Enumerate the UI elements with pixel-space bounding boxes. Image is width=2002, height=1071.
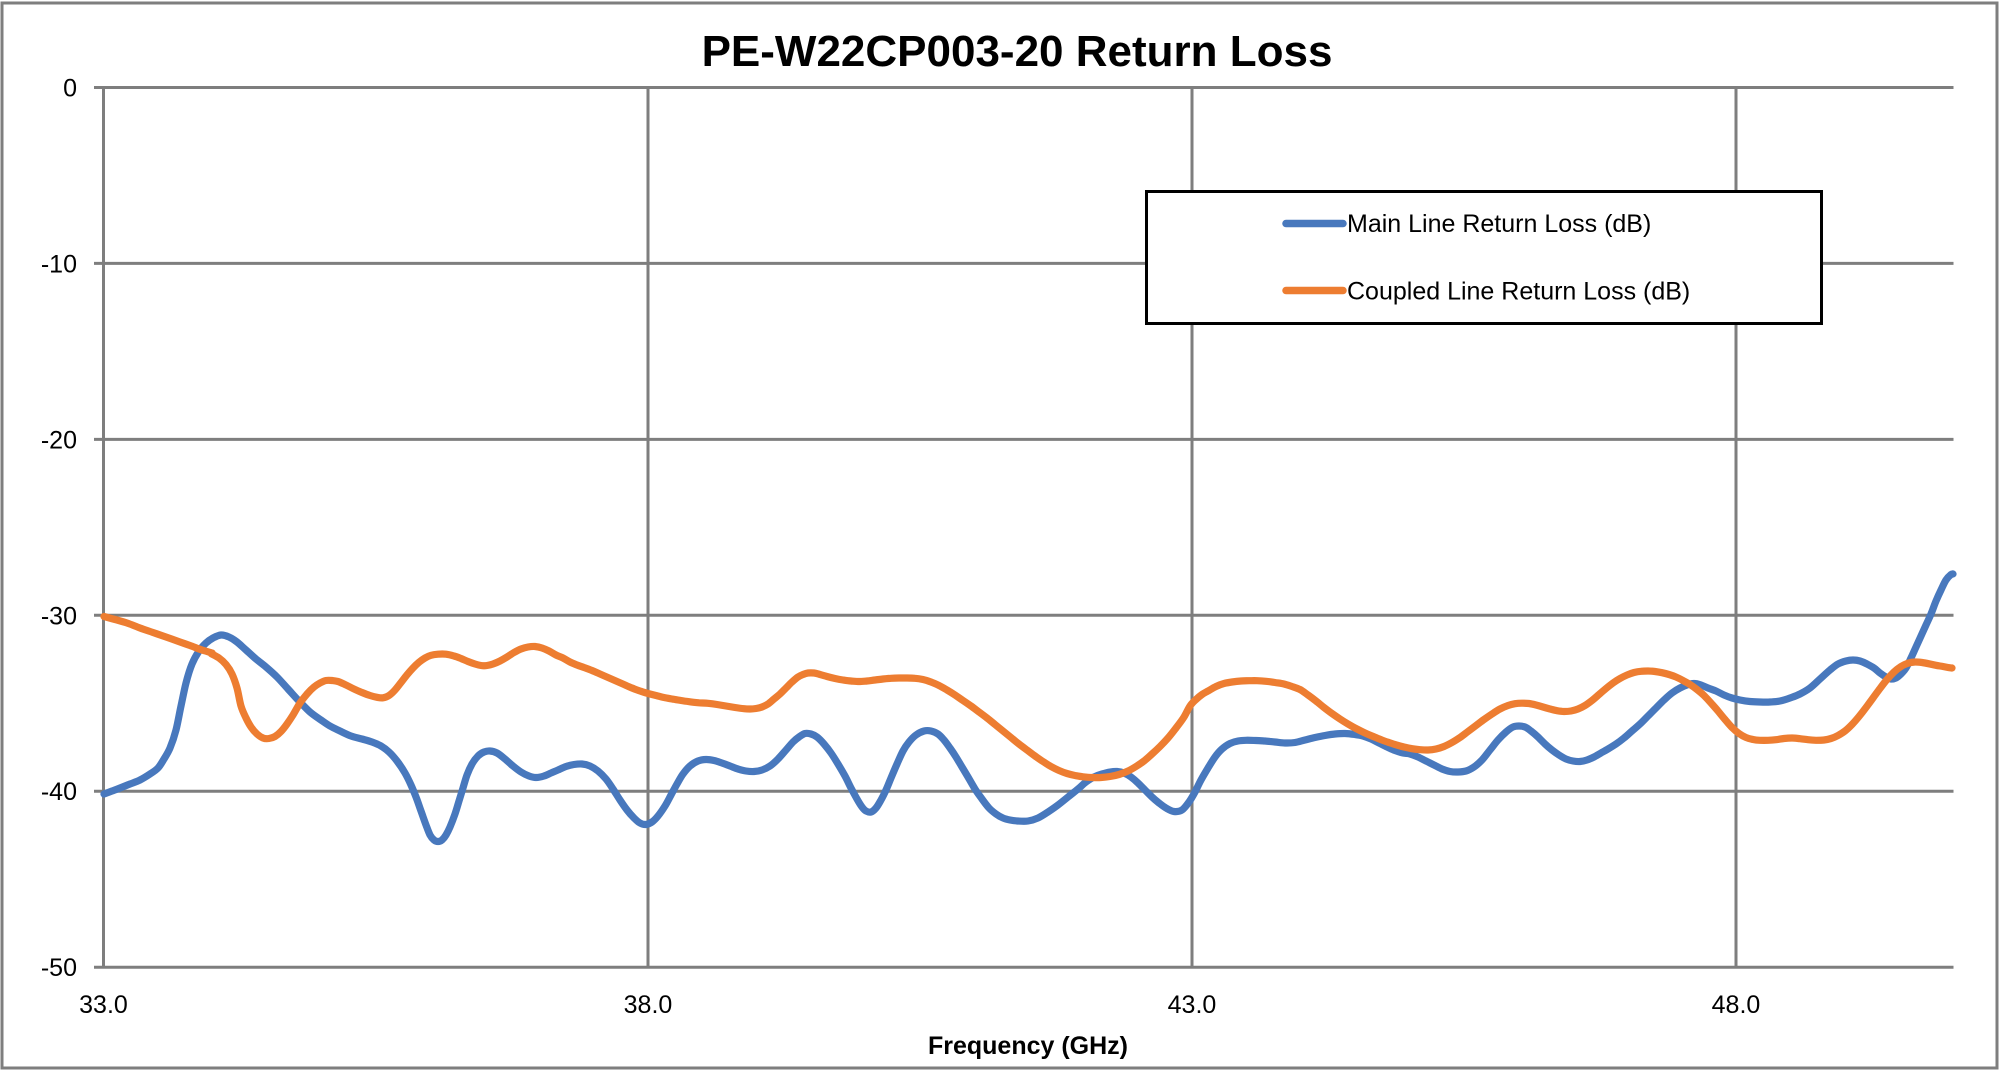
svg-text:48.0: 48.0 (1712, 991, 1761, 1019)
svg-text:0: 0 (63, 75, 77, 103)
svg-text:-10: -10 (41, 250, 77, 278)
svg-text:43.0: 43.0 (1168, 991, 1217, 1019)
svg-text:Main Line Return Loss (dB): Main Line Return Loss (dB) (1347, 210, 1651, 238)
svg-text:-50: -50 (41, 954, 77, 982)
svg-text:33.0: 33.0 (79, 991, 128, 1019)
svg-text:Coupled Line Return Loss (dB): Coupled Line Return Loss (dB) (1347, 278, 1690, 306)
svg-text:-30: -30 (41, 602, 77, 630)
svg-text:38.0: 38.0 (624, 991, 673, 1019)
svg-text:-40: -40 (41, 778, 77, 806)
svg-text:Frequency (GHz): Frequency (GHz) (928, 1032, 1128, 1060)
svg-text:-20: -20 (41, 426, 77, 454)
svg-text:PE-W22CP003-20 Return Loss: PE-W22CP003-20 Return Loss (702, 27, 1333, 76)
